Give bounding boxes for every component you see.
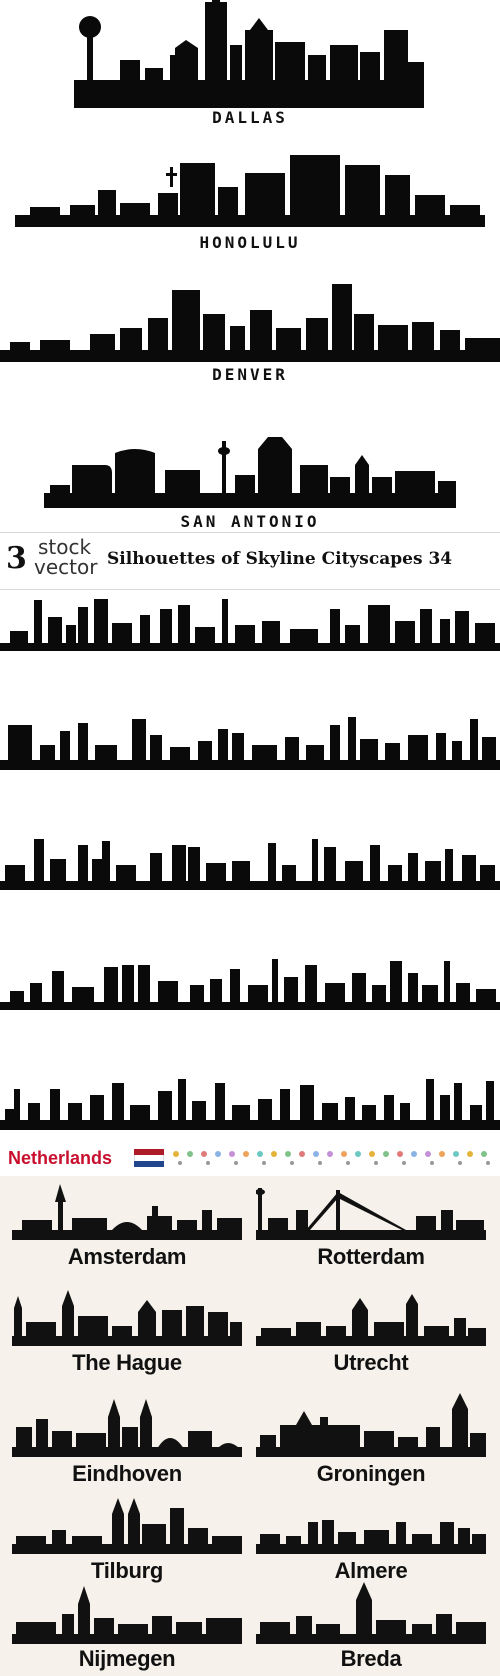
logo-number: 3 — [6, 541, 27, 576]
netherlands-header: Netherlands — [0, 1140, 500, 1176]
nl-city-rotterdam: Rotterdam — [256, 1180, 486, 1280]
netherlands-title: Netherlands — [8, 1148, 113, 1168]
honolulu-silhouette — [15, 155, 485, 227]
netherlands-flag-icon — [134, 1149, 164, 1167]
nl-label-rotterdam: Rotterdam — [317, 1244, 425, 1269]
skyline-honolulu: HONOLULU — [0, 135, 500, 260]
nl-city-almere: Almere — [256, 1492, 486, 1592]
nl-label-utrecht: Utrecht — [333, 1350, 409, 1375]
nijmegen-silhouette — [12, 1586, 242, 1644]
city-label-honolulu: HONOLULU — [199, 233, 301, 252]
skyline-san-antonio: SAN ANTONIO — [0, 425, 500, 531]
nl-city-groningen: Groningen — [256, 1387, 486, 1497]
utrecht-silhouette — [256, 1294, 486, 1346]
skyline-dallas: DALLAS — [0, 0, 500, 130]
nl-label-almere: Almere — [334, 1558, 408, 1583]
denver-silhouette — [0, 284, 500, 362]
eindhoven-silhouette — [12, 1399, 242, 1457]
logo-text-vector: vector — [34, 555, 98, 579]
rotterdam-silhouette — [256, 1188, 486, 1240]
the-hague-silhouette — [12, 1290, 242, 1346]
nl-city-eindhoven: Eindhoven — [12, 1387, 242, 1497]
map-pin-icons — [173, 1151, 490, 1165]
city-label-san-antonio: SAN ANTONIO — [180, 512, 320, 531]
tilburg-silhouette — [12, 1498, 242, 1554]
san-antonio-silhouette — [44, 437, 456, 508]
skyline-unlabeled-3 — [0, 835, 500, 895]
skyline-unlabeled-2 — [0, 715, 500, 775]
skyline-unlabeled-4 — [0, 955, 500, 1015]
skyline-silhouette-1 — [0, 599, 500, 651]
nl-label-tilburg: Tilburg — [90, 1558, 164, 1583]
nl-label-the-hague: The Hague — [72, 1350, 182, 1375]
nl-label-breda: Breda — [340, 1646, 402, 1671]
skyline-denver: DENVER — [0, 270, 500, 395]
dallas-silhouette — [74, 0, 424, 108]
groningen-silhouette — [256, 1393, 486, 1457]
netherlands-panel: Netherlands — [0, 1140, 500, 1676]
skyline-unlabeled-1 — [0, 595, 500, 655]
skyline-silhouette-3 — [0, 839, 500, 890]
city-label-dallas: DALLAS — [212, 108, 288, 127]
nl-label-groningen: Groningen — [316, 1461, 426, 1486]
almere-silhouette — [256, 1520, 486, 1554]
nl-city-breda: Breda — [256, 1580, 486, 1676]
logo-text-stock: stock — [38, 535, 92, 559]
nl-city-amsterdam: Amsterdam — [12, 1180, 242, 1280]
nl-label-eindhoven: Eindhoven — [72, 1461, 182, 1486]
city-label-denver: DENVER — [212, 365, 288, 384]
nl-label-amsterdam: Amsterdam — [67, 1244, 187, 1269]
skyline-unlabeled-5 — [0, 1075, 500, 1135]
amsterdam-silhouette — [12, 1184, 242, 1240]
skyline-silhouette-4 — [0, 959, 500, 1010]
skyline-silhouette-5 — [0, 1079, 500, 1130]
breda-silhouette — [256, 1582, 486, 1644]
nl-city-the-hague: The Hague — [12, 1282, 242, 1387]
nl-city-utrecht: Utrecht — [256, 1282, 486, 1387]
title-banner: 3 stock vector Silhouettes of Skyline Ci… — [0, 532, 500, 590]
nl-label-nijmegen: Nijmegen — [78, 1646, 176, 1671]
skyline-silhouette-2 — [0, 717, 500, 770]
nl-city-tilburg: Tilburg — [12, 1492, 242, 1592]
banner-title: Silhouettes of Skyline Cityscapes 34 — [107, 549, 453, 569]
nl-city-nijmegen: Nijmegen — [12, 1580, 242, 1676]
